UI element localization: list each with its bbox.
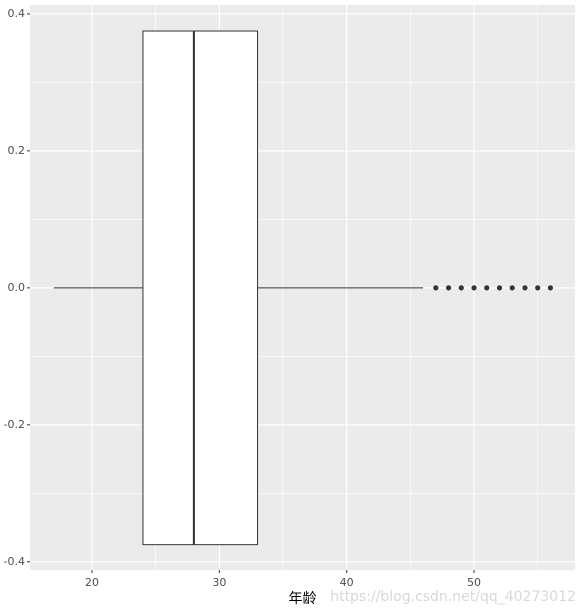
x-tick-label: 30	[212, 576, 226, 589]
x-tick-label: 50	[467, 576, 481, 589]
y-tick-label: 0.4	[8, 7, 26, 20]
y-tick-label: -0.2	[4, 418, 25, 431]
outlier	[445, 285, 452, 291]
outlier	[509, 285, 515, 291]
y-tick-label: -0.4	[4, 555, 25, 568]
outlier	[522, 285, 528, 291]
outlier	[433, 285, 439, 291]
outlier	[496, 285, 503, 291]
outlier	[471, 285, 477, 291]
y-tick-label: 0.2	[8, 144, 26, 157]
outlier	[458, 285, 464, 291]
x-tick-label: 40	[340, 576, 354, 589]
outlier	[535, 285, 541, 291]
outlier	[484, 285, 490, 291]
y-tick-label: 0.0	[8, 281, 26, 294]
box	[142, 30, 259, 546]
watermark: https://blog.csdn.net/qq_40273012	[330, 589, 576, 605]
x-axis-label: 年龄	[289, 591, 317, 607]
outlier	[547, 285, 554, 291]
x-tick-label: 20	[85, 576, 99, 589]
